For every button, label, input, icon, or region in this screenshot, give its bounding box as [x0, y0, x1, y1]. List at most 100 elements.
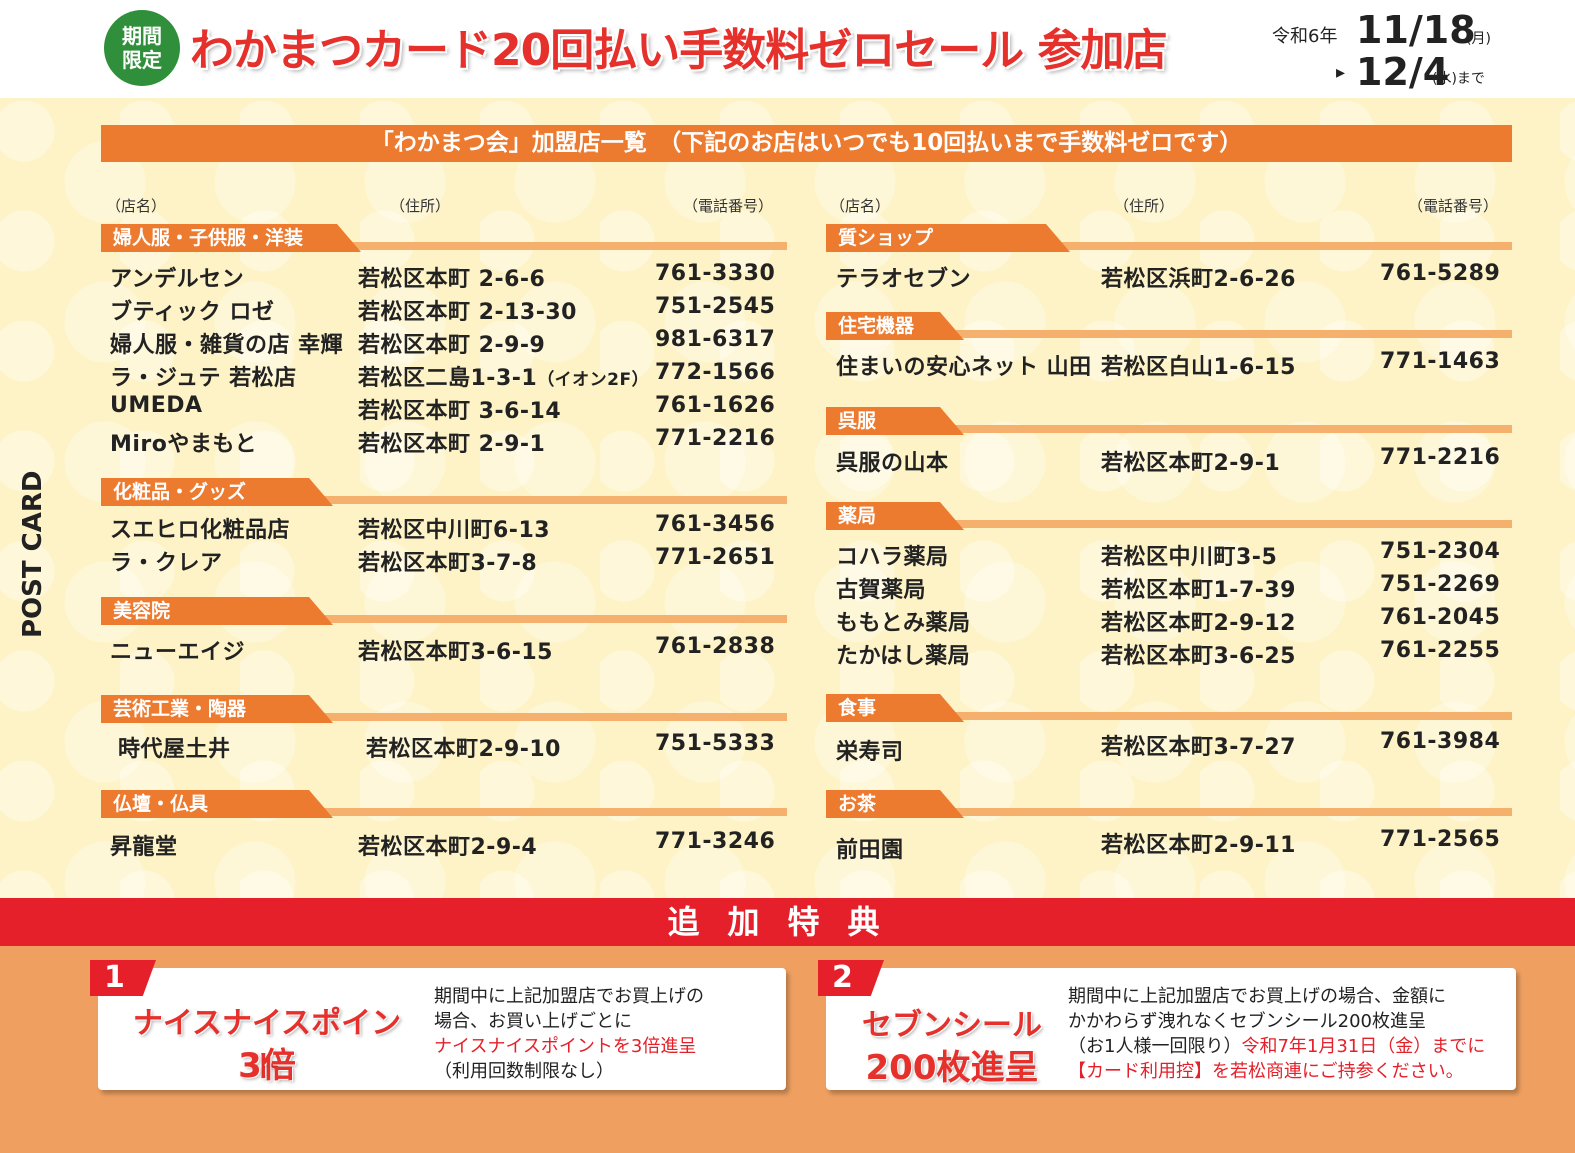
col-header-address: （住所）	[390, 197, 451, 215]
category-rule	[331, 242, 787, 250]
shop-phone: 761-3456	[655, 512, 776, 537]
shop-phone: 751-2269	[1380, 572, 1501, 597]
member-banner: 「わかまつ会」加盟店一覧 （下記のお店はいつでも10回払いまで手数料ゼロです）	[101, 125, 1512, 162]
address-note: （イオン2F）	[537, 370, 650, 390]
category-header: 質ショップ	[826, 224, 1512, 252]
category-label: 薬局	[826, 502, 964, 530]
badge-line1: 期間	[122, 24, 162, 48]
category-header: 美容院	[101, 597, 787, 625]
shop-address: 若松区本町2-9-1	[1101, 451, 1281, 476]
col-header-name: （店名）	[830, 197, 891, 215]
desc-line: （お1人様一回限り）令和7年1月31日（金）までに	[1068, 1034, 1485, 1059]
category-header: 化粧品・グッズ	[101, 478, 787, 506]
category-label: 呉服	[826, 407, 964, 435]
shop-address: 若松区本町 2-9-9	[358, 333, 546, 358]
col-header-phone: （電話番号）	[1408, 197, 1499, 215]
desc-part: 令和7年1月31日（金）までに	[1241, 1036, 1486, 1057]
category-header: お茶	[826, 790, 1512, 818]
bonus-card: 2 セブンシール 200枚進呈 期間中に上記加盟店でお買上げの場合、金額に かか…	[818, 960, 1516, 1090]
desc-line: ナイスナイスポイントを3倍進呈	[434, 1036, 697, 1057]
shop-name: ラ・クレア	[110, 551, 223, 576]
postcard-label: POST CARD	[18, 470, 48, 638]
category-label: 質ショップ	[826, 224, 1070, 252]
shop-phone: 771-2216	[655, 426, 776, 451]
desc-part: （お1人様一回限り）	[1068, 1036, 1242, 1057]
shop-address: 若松区本町 2-13-30	[358, 300, 577, 325]
shop-address: 若松区浜町2-6-26	[1101, 267, 1296, 292]
bonus-number: 2	[818, 960, 884, 996]
category-label: 婦人服・子供服・洋装	[101, 224, 361, 252]
category-label: 仏壇・仏具	[101, 790, 333, 818]
category-header: 婦人服・子供服・洋装	[101, 224, 787, 252]
category-label: 食事	[826, 694, 964, 722]
bonus-description: 期間中に上記加盟店でお買上げの場合、金額に かかわらず洩れなくセブンシール200…	[1068, 984, 1485, 1084]
category-header: 呉服	[826, 407, 1512, 435]
shop-address: 若松区本町3-7-8	[358, 551, 538, 576]
category-header: 住宅機器	[826, 312, 1512, 340]
shop-name: 住まいの安心ネット 山田	[836, 355, 1092, 380]
start-date: 11/18	[1356, 8, 1476, 52]
shop-phone: 771-3246	[655, 829, 776, 854]
shop-name: ブティック ロゼ	[110, 300, 275, 325]
bonus-headline: ナイスナイスポイント	[132, 1006, 402, 1085]
shop-name: ニューエイジ	[110, 640, 246, 665]
shop-phone: 771-2651	[655, 545, 776, 570]
address-main: 若松区二島1-3-1	[358, 366, 538, 391]
shop-phone: 761-2045	[1380, 605, 1501, 630]
category-rule	[936, 712, 1512, 720]
shop-phone: 751-5333	[655, 731, 776, 756]
shop-name: ももとみ薬局	[836, 611, 971, 636]
shop-name: ラ・ジュテ 若松店	[110, 366, 297, 391]
bonus-headline: セブンシール	[862, 1008, 1042, 1043]
desc-line: （利用回数制限なし）	[434, 1061, 614, 1082]
desc-part: を若松商連にご持参ください。	[1212, 1061, 1464, 1082]
extra-benefits-panel: 1 ナイスナイスポイント 3倍 期間中に上記加盟店でお買上げの 場合、お買い上げ…	[0, 946, 1575, 1153]
shop-name: コハラ薬局	[836, 545, 949, 570]
end-weekday: (水)まで	[1432, 71, 1485, 87]
shop-phone: 771-2216	[1380, 445, 1501, 470]
category-rule	[311, 615, 787, 623]
category-label: 美容院	[101, 597, 333, 625]
category-label: お茶	[826, 790, 964, 818]
category-header: 芸術工業・陶器	[101, 695, 787, 723]
col-header-address: （住所）	[1114, 197, 1175, 215]
shop-phone: 761-3984	[1380, 729, 1501, 754]
shop-name: 前田園	[836, 838, 904, 863]
category-rule	[936, 330, 1512, 338]
shop-name: 栄寿司	[836, 740, 904, 765]
category-header: 食事	[826, 694, 1512, 722]
extra-benefits-title: 追加特典	[0, 898, 1575, 946]
category-label: 芸術工業・陶器	[101, 695, 333, 723]
shop-name: 婦人服・雑貨の店 幸輝	[110, 333, 344, 358]
shop-phone: 981-6317	[655, 327, 776, 352]
col-header-name: （店名）	[106, 197, 167, 215]
bonus-number: 1	[90, 960, 156, 996]
shop-address: 若松区本町3-7-27	[1101, 735, 1296, 760]
shop-name: Miroやまもと	[110, 432, 257, 457]
desc-line: 期間中に上記加盟店でお買上げの場合、金額に	[1068, 986, 1446, 1007]
badge-line2: 限定	[122, 48, 162, 72]
shop-address: 若松区本町2-9-4	[358, 835, 538, 860]
shop-name: 昇龍堂	[110, 835, 178, 860]
bonus-headline-sub: 200枚進呈	[865, 1048, 1039, 1088]
shop-address: 若松区本町2-9-11	[1101, 833, 1296, 858]
category-rule	[1036, 242, 1512, 250]
category-header: 仏壇・仏具	[101, 790, 787, 818]
shop-phone: 771-2565	[1380, 827, 1501, 852]
category-rule	[311, 496, 787, 504]
shop-name: テラオセブン	[836, 267, 972, 292]
shop-phone: 761-3330	[655, 261, 776, 286]
category-rule	[936, 425, 1512, 433]
era-label: 令和6年	[1272, 26, 1338, 47]
shop-address: 若松区本町1-7-39	[1101, 578, 1296, 603]
shop-phone: 772-1566	[655, 360, 776, 385]
shop-name: UMEDA	[110, 393, 203, 418]
shop-phone: 761-2255	[1380, 638, 1501, 663]
category-rule	[311, 713, 787, 721]
desc-line: かかわらず洩れなくセブンシール200枚進呈	[1068, 1011, 1426, 1032]
shop-name: 呉服の山本	[836, 451, 949, 476]
shop-name: 時代屋土井	[118, 737, 231, 762]
shop-address: 若松区本町3-6-25	[1101, 644, 1296, 669]
category-label: 化粧品・グッズ	[101, 478, 333, 506]
desc-part: 【カード利用控】	[1068, 1061, 1212, 1082]
